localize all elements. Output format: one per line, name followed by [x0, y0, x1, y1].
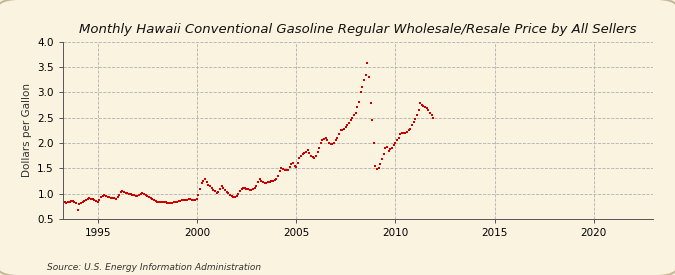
Y-axis label: Dollars per Gallon: Dollars per Gallon — [22, 83, 32, 177]
Title: Monthly Hawaii Conventional Gasoline Regular Wholesale/Resale Price by All Selle: Monthly Hawaii Conventional Gasoline Reg… — [80, 23, 637, 36]
Text: Source: U.S. Energy Information Administration: Source: U.S. Energy Information Administ… — [47, 263, 261, 271]
